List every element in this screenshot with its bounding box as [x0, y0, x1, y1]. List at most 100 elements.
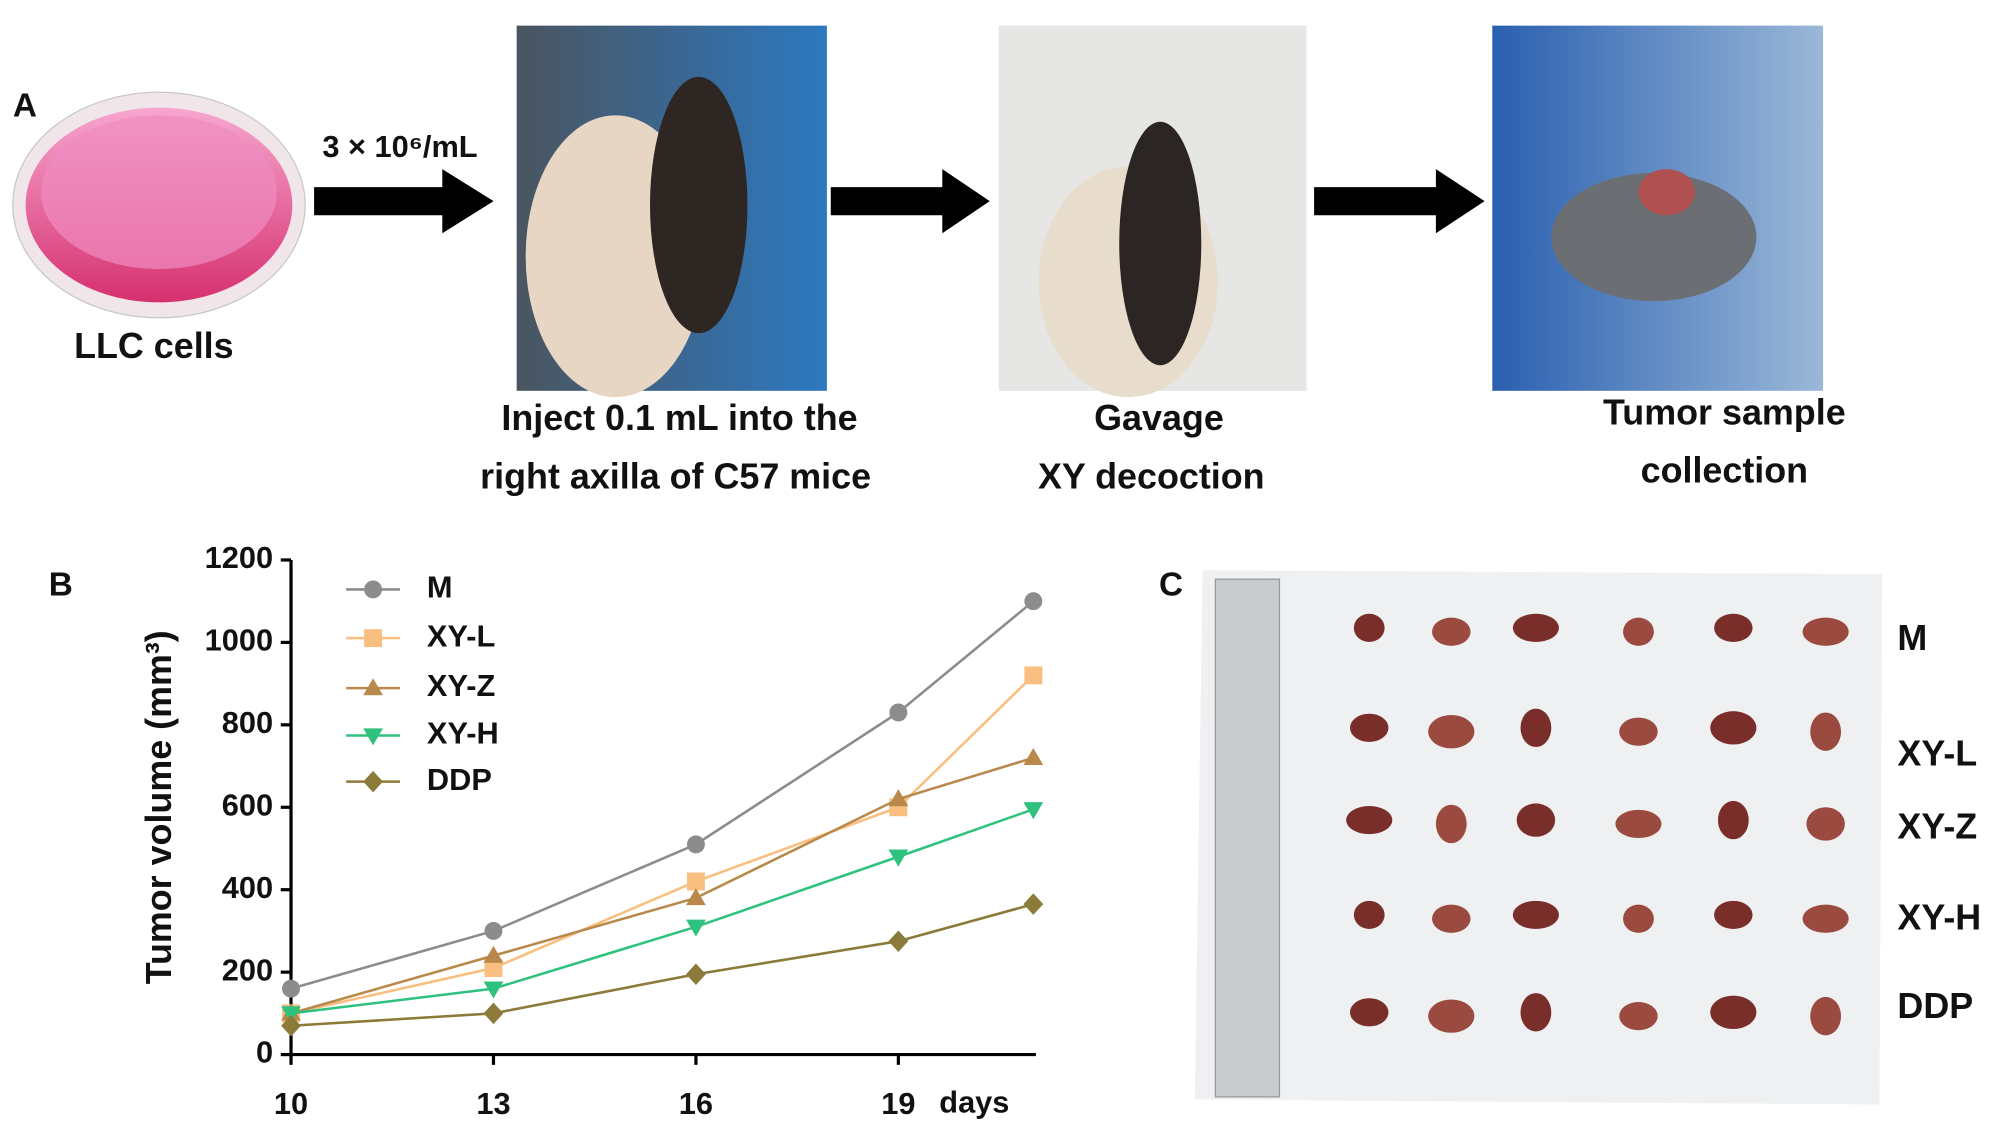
marker — [483, 1002, 504, 1025]
panel-label: A — [13, 87, 37, 124]
photo-injection — [516, 25, 827, 398]
x-axis-label: days — [939, 1085, 1009, 1120]
concentration: 3 × 10⁶/mL — [322, 129, 477, 164]
y-tick-label: 800 — [222, 705, 273, 740]
marker — [281, 1006, 301, 1024]
tumor — [1346, 805, 1393, 835]
tumor — [1615, 809, 1662, 839]
tumor — [1714, 900, 1753, 930]
step-label: collection — [1641, 450, 1808, 490]
y-tick-label: 200 — [222, 952, 273, 987]
legend-label: XY-H — [427, 716, 499, 751]
y-tick-label: 1000 — [205, 623, 273, 658]
legend-label: M — [427, 570, 453, 605]
tumor — [1810, 712, 1842, 751]
marker — [888, 849, 909, 867]
marker — [282, 979, 300, 998]
y-tick-label: 600 — [222, 787, 273, 822]
marker — [364, 580, 383, 599]
marker — [484, 921, 503, 940]
tumor — [1512, 613, 1559, 642]
tumor — [1350, 998, 1389, 1027]
petri-dish — [12, 91, 306, 319]
marker — [483, 945, 504, 963]
tumor — [1806, 807, 1845, 841]
tumor — [1353, 900, 1385, 930]
row-label: XY-Z — [1897, 807, 1977, 847]
marker — [686, 888, 706, 906]
x-tick-label: 10 — [274, 1086, 308, 1121]
marker — [1023, 747, 1044, 765]
marker — [1023, 893, 1044, 915]
legend-label: XY-L — [427, 618, 495, 653]
tumor — [1428, 715, 1475, 749]
row-label: XY-H — [1897, 898, 1981, 938]
series-line — [290, 600, 1035, 990]
tumor — [1353, 613, 1385, 642]
marker — [363, 678, 383, 696]
tumor — [1717, 800, 1749, 840]
marker — [1024, 592, 1043, 611]
marker — [889, 703, 908, 722]
legend-label: DDP — [427, 762, 492, 797]
series-line — [290, 674, 1035, 1015]
tumor — [1623, 617, 1654, 646]
legend-label: XY-Z — [427, 668, 495, 703]
marker — [888, 930, 909, 952]
tumor — [1623, 904, 1654, 933]
arrows — [314, 169, 1485, 234]
marker — [686, 963, 706, 985]
marker — [364, 629, 383, 648]
row-label: DDP — [1897, 986, 1973, 1026]
step-label: XY decoction — [1038, 457, 1265, 497]
tumor — [1435, 804, 1467, 844]
marker — [484, 959, 503, 977]
marker — [686, 835, 705, 854]
tumor — [1516, 803, 1556, 837]
tumor — [1520, 708, 1552, 748]
tumor — [1619, 1002, 1658, 1031]
row-label: XY-L — [1897, 734, 1977, 774]
marker — [1024, 666, 1043, 685]
step-label: Gavage — [1094, 398, 1224, 438]
marker — [1023, 802, 1044, 820]
step-label: right axilla of C57 mice — [480, 457, 871, 497]
marker — [483, 981, 504, 999]
step-label: Inject 0.1 mL into the — [501, 398, 857, 438]
photo-gavage — [998, 25, 1307, 398]
row-label: M — [1897, 618, 1927, 658]
tumor — [1802, 904, 1849, 933]
series-line — [290, 902, 1034, 1028]
marker — [686, 872, 705, 891]
tumor — [1802, 617, 1849, 646]
marker — [888, 789, 909, 807]
marker — [686, 919, 706, 937]
y-tick-label: 0 — [256, 1035, 273, 1070]
y-tick-label: 1200 — [205, 540, 273, 575]
tumor — [1710, 711, 1757, 745]
tumor — [1428, 999, 1475, 1033]
panel-label: B — [49, 567, 73, 604]
y-tick-label: 400 — [222, 870, 273, 905]
marker — [363, 770, 383, 793]
tumor — [1432, 617, 1471, 646]
tumor — [1710, 995, 1757, 1029]
series-line — [290, 756, 1034, 1015]
tumor — [1810, 996, 1842, 1036]
step-label: Tumor sample — [1603, 393, 1846, 433]
photo-collection — [1492, 25, 1824, 391]
y-axis-label: Tumor volume (mm³) — [139, 630, 179, 984]
step-label: LLC cells — [74, 326, 234, 366]
tumor — [1619, 717, 1658, 746]
x-tick-label: 13 — [476, 1086, 510, 1121]
tumor — [1512, 900, 1559, 930]
x-tick-label: 16 — [679, 1086, 713, 1121]
tumor-photo — [1194, 570, 1883, 1105]
x-tick-label: 19 — [881, 1086, 915, 1121]
tumor — [1520, 993, 1552, 1032]
tumor — [1714, 613, 1753, 642]
marker — [363, 728, 383, 746]
panel-label: C — [1159, 567, 1183, 604]
